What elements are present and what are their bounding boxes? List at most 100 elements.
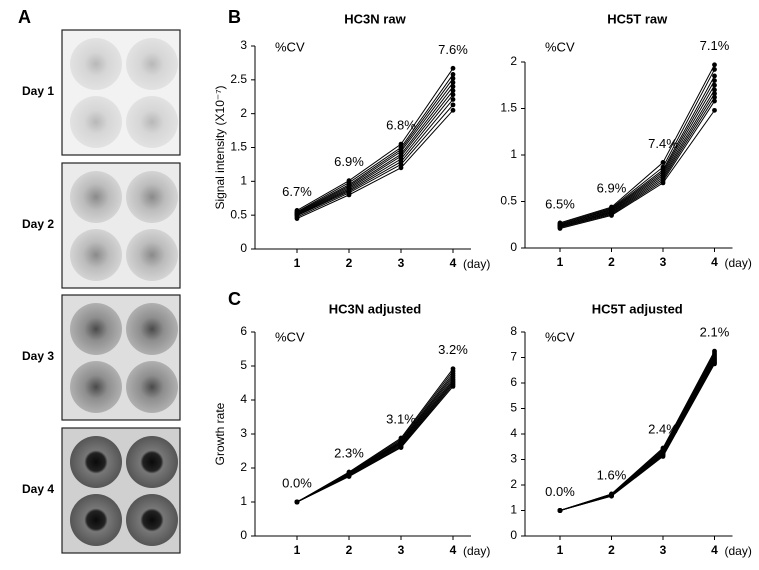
y-tick-label: 2 xyxy=(510,477,517,491)
data-point xyxy=(609,493,614,499)
y-tick-label: 4 xyxy=(510,426,517,440)
day-label: Day 4 xyxy=(22,482,54,496)
series-line xyxy=(559,64,715,224)
cv-title: %CV xyxy=(275,39,305,54)
cv-label: 3.1% xyxy=(386,412,416,427)
data-point xyxy=(712,62,717,68)
data-point xyxy=(450,84,456,89)
well xyxy=(70,229,122,281)
well xyxy=(126,171,178,223)
series-line xyxy=(559,69,715,225)
well xyxy=(70,494,122,546)
x-tick-label: 2 xyxy=(346,543,353,557)
well xyxy=(70,303,122,355)
series-line xyxy=(296,78,454,213)
well xyxy=(126,436,178,488)
series-line xyxy=(296,68,454,211)
series-line xyxy=(559,89,715,227)
cv-label: 0.0% xyxy=(545,484,575,499)
data-point xyxy=(660,160,666,165)
data-point xyxy=(712,73,717,79)
data-point xyxy=(712,98,717,104)
series-line xyxy=(296,94,454,216)
x-tick-label: 4 xyxy=(711,543,718,557)
data-point xyxy=(609,213,614,218)
series-line xyxy=(559,361,715,511)
series-line xyxy=(296,99,454,217)
cv-title: %CV xyxy=(275,329,305,344)
data-point xyxy=(712,94,717,100)
cv-label: 6.9% xyxy=(334,154,364,169)
chart-title: HC5T raw xyxy=(607,11,668,26)
x-unit: (day) xyxy=(463,544,490,558)
y-tick-label: 1.5 xyxy=(230,140,247,154)
series-line xyxy=(296,377,454,503)
well xyxy=(126,38,178,90)
chart-title: HC3N raw xyxy=(344,11,406,26)
well xyxy=(70,361,122,413)
x-tick-label: 4 xyxy=(450,543,457,557)
series-line xyxy=(559,354,715,511)
cv-label: 2.1% xyxy=(700,325,730,340)
y-axis-label: Growth rate xyxy=(213,402,227,465)
cv-label: 6.5% xyxy=(545,196,575,211)
y-tick-label: 1 xyxy=(510,503,517,517)
well xyxy=(70,96,122,148)
y-tick-label: 7 xyxy=(510,350,517,364)
series-line xyxy=(559,80,715,226)
series-line xyxy=(296,109,454,220)
x-tick-label: 1 xyxy=(557,255,564,269)
series-line xyxy=(559,75,715,226)
series-line xyxy=(559,357,715,511)
well xyxy=(70,38,122,90)
series-line xyxy=(559,350,715,511)
x-tick-label: 3 xyxy=(660,543,667,557)
cv-label: 6.7% xyxy=(282,184,312,199)
x-tick-label: 2 xyxy=(608,255,615,269)
chart-title: HC5T adjusted xyxy=(592,301,683,316)
y-tick-label: 6 xyxy=(240,324,247,338)
data-point xyxy=(450,76,456,81)
x-tick-label: 3 xyxy=(660,255,667,269)
data-point xyxy=(712,67,717,72)
series-line xyxy=(296,386,454,503)
data-point xyxy=(660,180,666,186)
series-line xyxy=(559,362,715,511)
data-point xyxy=(450,80,456,85)
x-tick-label: 4 xyxy=(450,256,457,270)
cv-label: 6.8% xyxy=(386,118,416,133)
x-tick-label: 1 xyxy=(294,256,301,270)
well xyxy=(126,229,178,281)
y-tick-label: 0 xyxy=(510,528,517,542)
y-tick-label: 2.5 xyxy=(230,72,247,86)
series-line xyxy=(296,370,454,503)
y-tick-label: 3 xyxy=(240,38,247,52)
y-tick-label: 1 xyxy=(240,174,247,188)
x-tick-label: 2 xyxy=(346,256,353,270)
data-point xyxy=(450,384,456,389)
cv-label: 7.6% xyxy=(438,42,468,57)
data-point xyxy=(398,445,404,450)
data-point xyxy=(294,499,300,505)
series-line xyxy=(559,97,715,228)
y-tick-label: 0 xyxy=(510,240,517,254)
series-line xyxy=(559,358,715,511)
chart-title: HC3N adjusted xyxy=(329,301,422,316)
panel-label: C xyxy=(228,289,241,309)
data-point xyxy=(398,165,404,171)
series-line xyxy=(559,352,715,511)
series-line xyxy=(296,86,454,215)
y-tick-label: 8 xyxy=(510,324,517,338)
y-tick-label: 1.5 xyxy=(500,101,517,115)
y-tick-label: 1 xyxy=(510,147,517,161)
y-tick-label: 0 xyxy=(240,241,247,255)
series-line xyxy=(559,359,715,511)
well xyxy=(126,96,178,148)
y-tick-label: 0.5 xyxy=(500,194,517,208)
cv-title: %CV xyxy=(545,329,575,344)
series-line xyxy=(559,363,715,511)
data-point xyxy=(557,508,563,513)
series-line xyxy=(296,375,454,503)
data-point xyxy=(557,226,563,231)
y-tick-label: 6 xyxy=(510,375,517,389)
